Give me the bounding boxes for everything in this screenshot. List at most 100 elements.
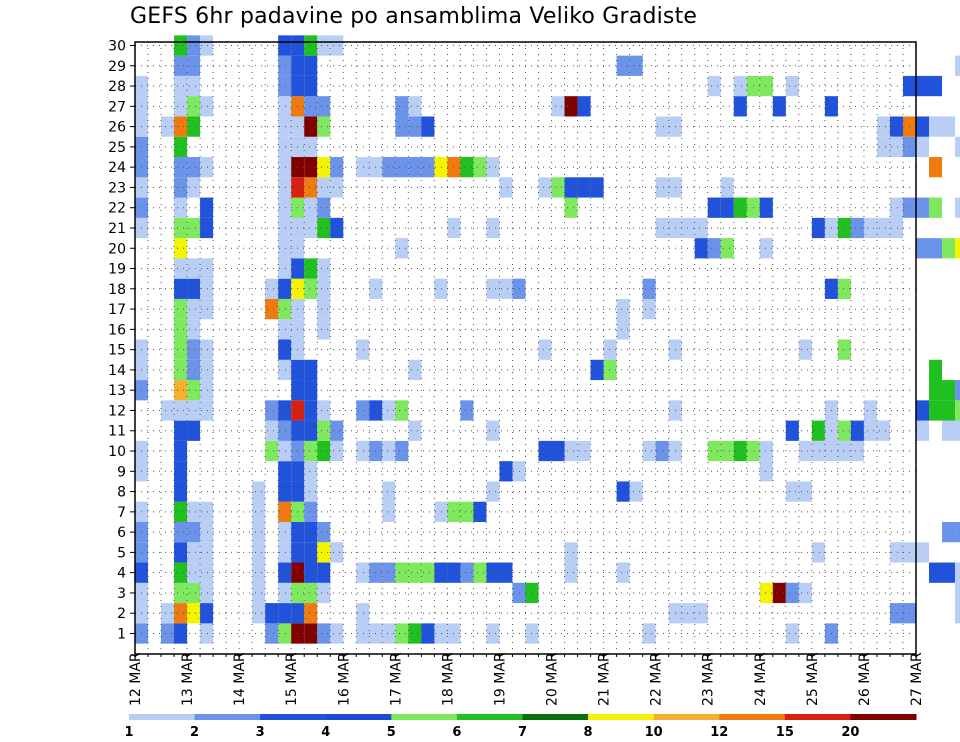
heatmap-cell: [499, 177, 513, 198]
heatmap-cell: [538, 339, 552, 360]
heatmap-cell: [655, 440, 669, 462]
heatmap-cell: [460, 501, 474, 522]
heatmap-cell: [629, 481, 643, 502]
heatmap-cell: [304, 157, 318, 178]
heatmap-cell: [252, 582, 266, 604]
heatmap-cell: [408, 359, 422, 381]
heatmap-cell: [382, 440, 396, 462]
heatmap-cell: [798, 440, 812, 462]
heatmap-cell: [187, 177, 201, 198]
heatmap-cell: [317, 582, 331, 604]
heatmap-cell: [434, 157, 448, 178]
heatmap-cell: [278, 461, 292, 482]
heatmap-cell: [174, 96, 188, 117]
heatmap-cell: [252, 542, 266, 563]
heatmap-cell: [174, 521, 188, 543]
heatmap-cell: [694, 603, 708, 624]
heatmap-cell: [616, 319, 630, 340]
heatmap-cell: [916, 116, 930, 137]
y-tick-label: 6: [117, 525, 126, 541]
heatmap-cell: [564, 542, 578, 563]
heatmap-cell: [161, 603, 175, 624]
x-tick-label: 13 MAR: [180, 652, 196, 706]
heatmap-cell: [785, 582, 799, 604]
heatmap-cells: [135, 35, 960, 644]
y-tick-label: 15: [108, 343, 126, 359]
heatmap-cell: [929, 75, 943, 97]
heatmap-cell: [720, 440, 734, 462]
heatmap-cell: [733, 96, 747, 117]
heatmap-cell: [200, 217, 214, 239]
y-tick-label: 13: [108, 383, 126, 399]
colorbar: 1 2 3 4 5 6 7 8 10 12 15 20: [124, 714, 917, 740]
colorbar-label: 20: [841, 725, 859, 740]
heatmap-cell: [187, 603, 201, 624]
heatmap-cell: [811, 420, 825, 441]
x-tick-label: 24 MAR: [753, 652, 769, 706]
heatmap-cell: [733, 75, 747, 97]
heatmap-cell: [200, 380, 214, 401]
heatmap-cell: [929, 380, 943, 401]
heatmap-cell: [174, 298, 188, 320]
heatmap-cell: [187, 582, 201, 604]
heatmap-cell: [642, 298, 656, 320]
y-tick-label: 8: [117, 485, 126, 501]
heatmap-cell: [460, 562, 474, 583]
heatmap-cell: [929, 562, 943, 583]
heatmap-cell: [278, 582, 292, 604]
heatmap-cell: [564, 197, 578, 218]
heatmap-cell: [382, 501, 396, 522]
heatmap-cell: [955, 603, 960, 624]
heatmap-cell: [421, 562, 435, 583]
heatmap-cell: [317, 278, 331, 299]
heatmap-cell: [278, 400, 292, 421]
y-tick-label: 4: [117, 566, 126, 582]
heatmap-cell: [174, 278, 188, 299]
heatmap-cell: [304, 258, 318, 279]
heatmap-cell: [265, 440, 279, 462]
heatmap-cell: [929, 197, 943, 218]
heatmap-cell: [356, 400, 370, 421]
heatmap-cell: [408, 116, 422, 137]
heatmap-cell: [278, 116, 292, 137]
heatmap-cell: [395, 238, 409, 259]
x-tick-label: 19 MAR: [492, 652, 508, 706]
colorbar-label: 1: [124, 725, 133, 740]
heatmap-cell: [916, 420, 930, 441]
heatmap-cell: [616, 298, 630, 320]
heatmap-cell: [304, 623, 318, 644]
heatmap-cell: [733, 197, 747, 218]
heatmap-cell: [200, 400, 214, 421]
heatmap-cell: [304, 96, 318, 117]
x-tick-label: 20 MAR: [545, 652, 561, 706]
heatmap-cell: [304, 603, 318, 624]
heatmap-cell: [837, 217, 851, 239]
heatmap-cell: [200, 521, 214, 543]
heatmap-cell: [317, 562, 331, 583]
heatmap-cell: [304, 420, 318, 441]
heatmap-cell: [551, 440, 565, 462]
heatmap-cell: [278, 319, 292, 340]
heatmap-cell: [304, 217, 318, 239]
heatmap-cell: [187, 157, 201, 178]
heatmap-cell: [304, 400, 318, 421]
heatmap-cell: [434, 501, 448, 522]
heatmap-cell: [265, 278, 279, 299]
heatmap-cell: [187, 501, 201, 522]
chart-title: GEFS 6hr padavine po ansamblima Veliko G…: [130, 4, 698, 29]
colorbar-label: 2: [190, 725, 199, 740]
heatmap-cell: [785, 623, 799, 644]
colorbar-swatch: [719, 714, 786, 720]
heatmap-cell: [187, 55, 201, 76]
heatmap-cell: [317, 217, 331, 239]
heatmap-cell: [772, 96, 786, 117]
heatmap-cell: [798, 582, 812, 604]
heatmap-cell: [174, 55, 188, 76]
heatmap-cell: [174, 157, 188, 178]
heatmap-cell: [382, 400, 396, 421]
heatmap-cell: [955, 238, 960, 259]
colorbar-swatch: [850, 714, 917, 720]
x-tick-label: 16 MAR: [336, 652, 352, 706]
colorbar-swatch: [325, 714, 392, 720]
x-axis: 12 MAR 13 MAR 14 MAR 15 MAR 16 MAR 17 MAR 18 M…: [128, 652, 925, 706]
